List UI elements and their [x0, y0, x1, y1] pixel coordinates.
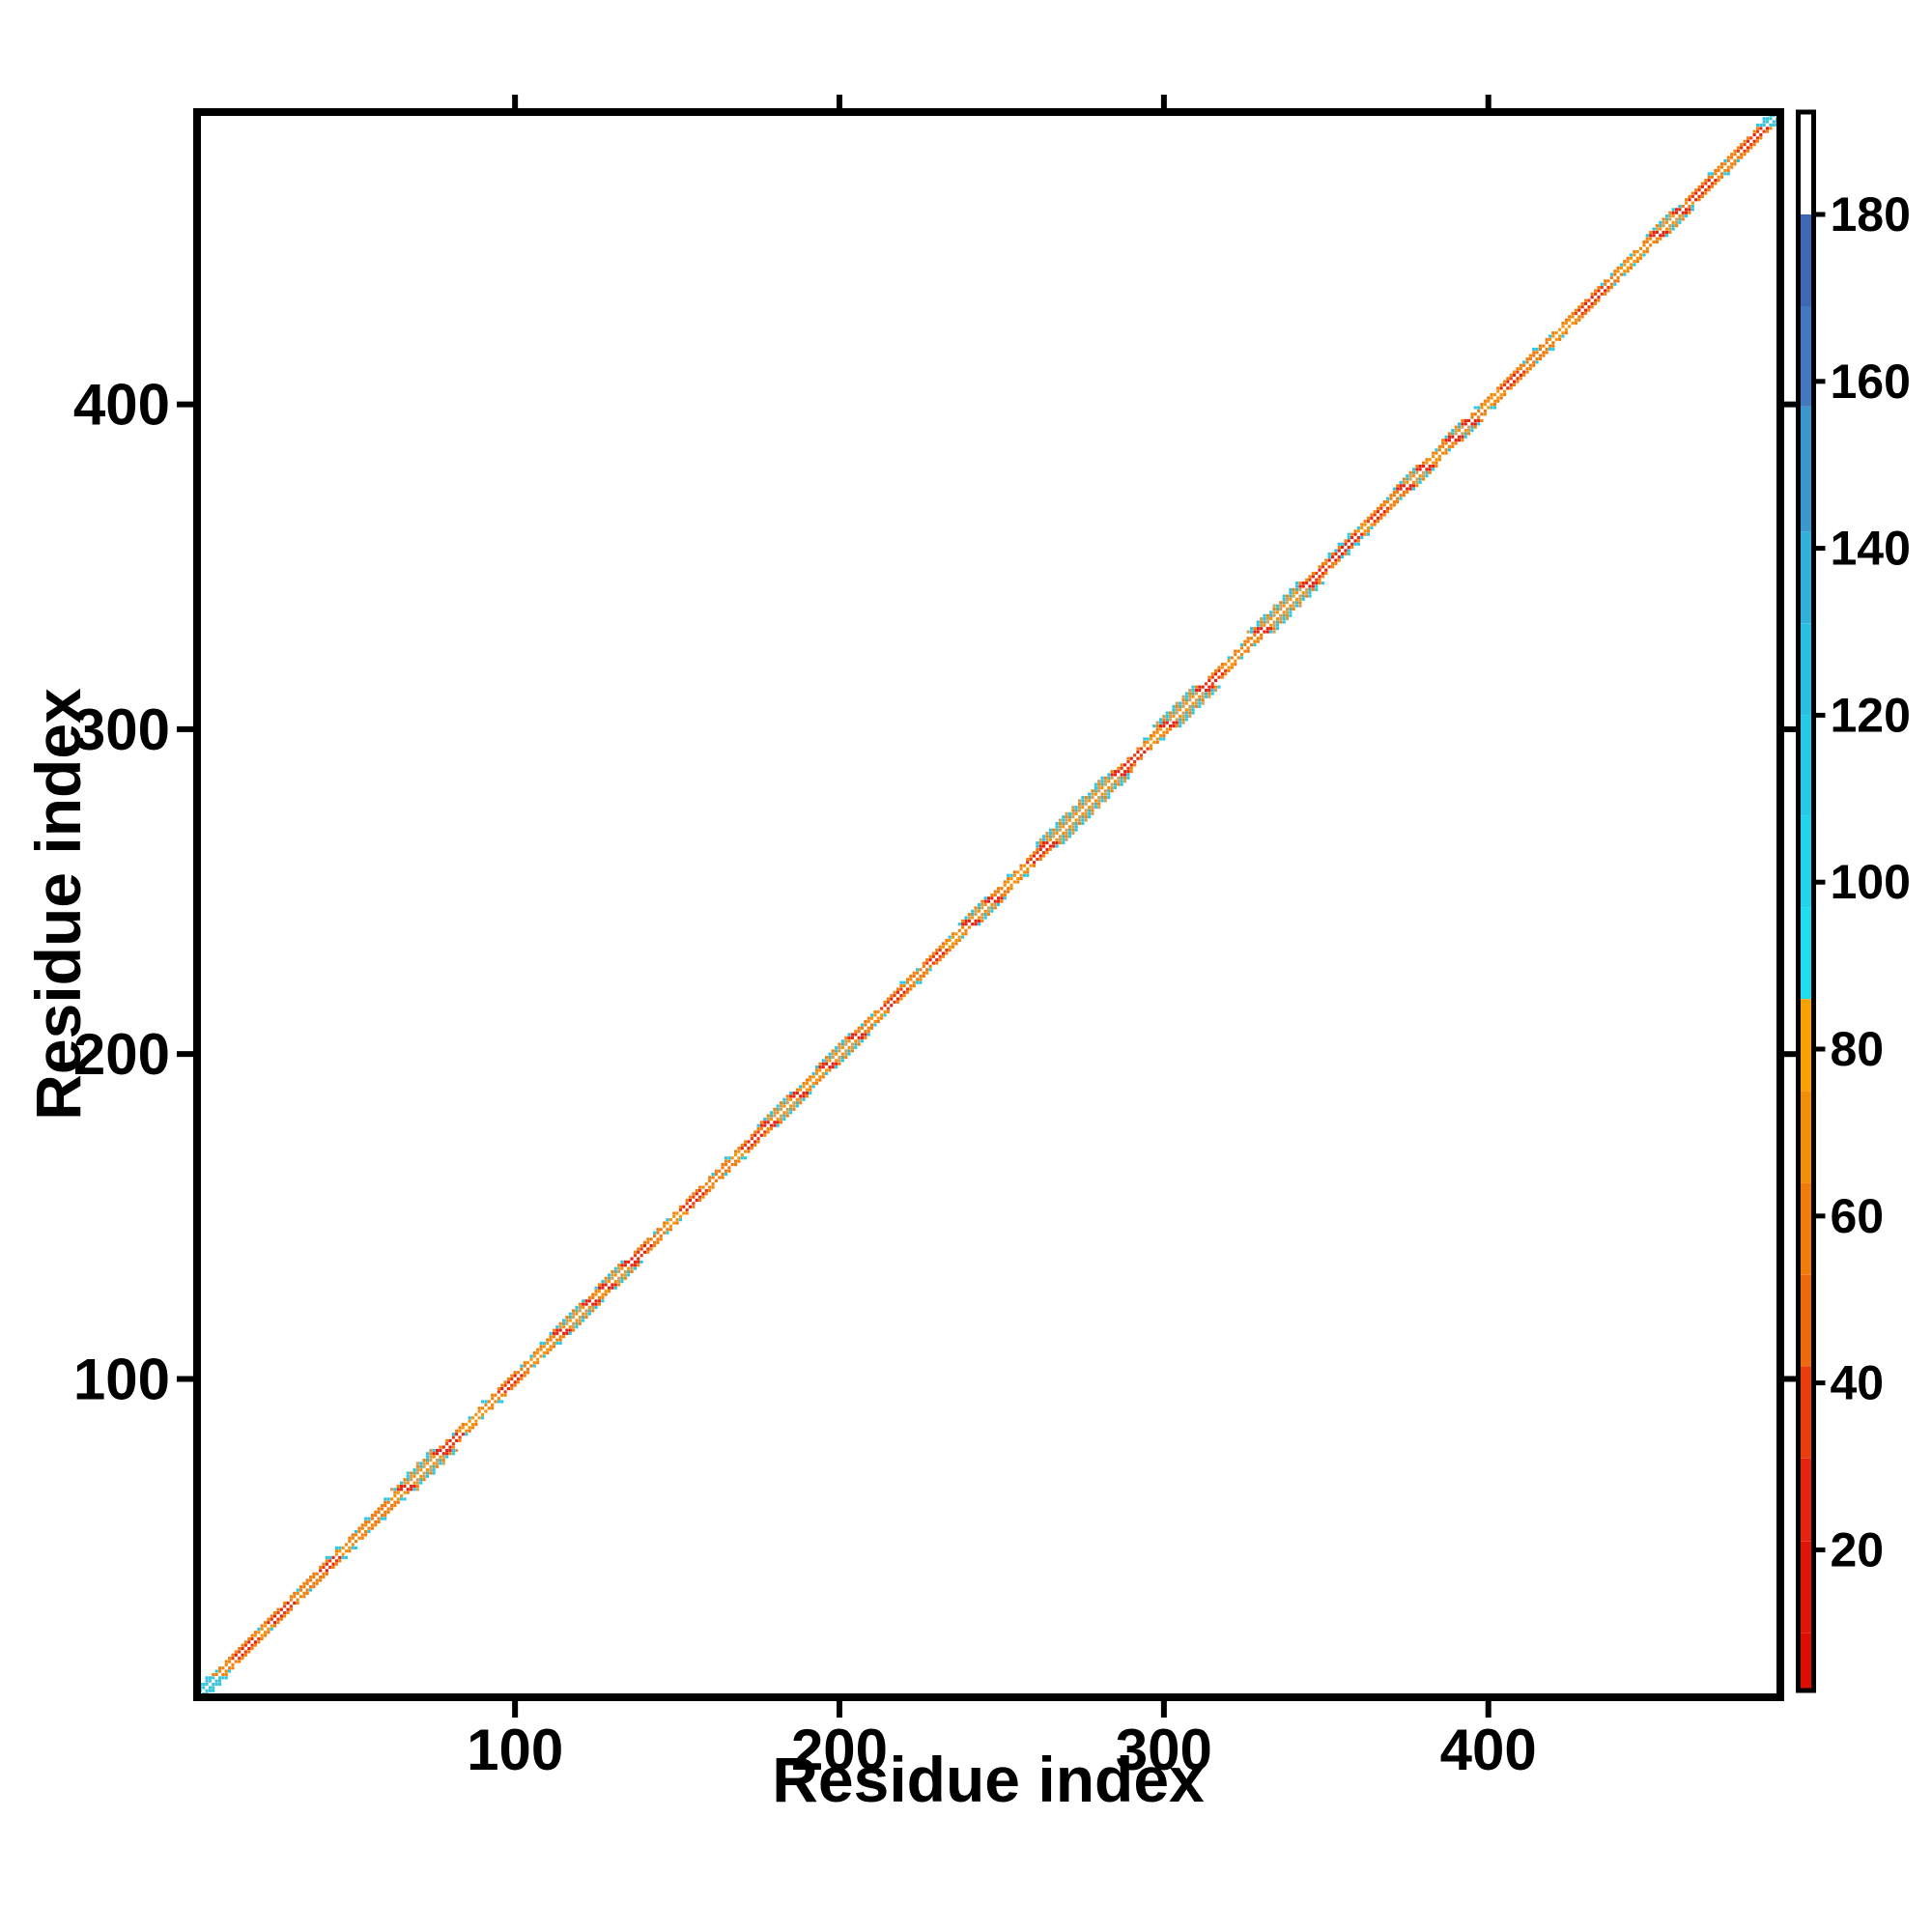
colorbar-band	[1801, 1366, 1811, 1459]
colorbar-band	[1801, 815, 1811, 908]
colorbar-band	[1801, 1182, 1811, 1275]
colorbar-band	[1801, 1633, 1811, 1689]
colorbar-band	[1801, 306, 1811, 407]
colorbar-tick-label: 160	[1831, 355, 1911, 409]
y-tick-label: 400	[73, 373, 170, 438]
colorbar-tick-label: 180	[1831, 187, 1911, 242]
colorbar-band	[1801, 1274, 1811, 1367]
x-tick-label: 200	[791, 1718, 888, 1782]
colorbar-tick-label: 100	[1831, 855, 1911, 909]
axis-ticks	[177, 95, 1798, 1718]
plot-frame	[193, 108, 1784, 1701]
colorbar-band	[1801, 999, 1811, 1092]
colorbar-band	[1801, 1541, 1811, 1634]
y-tick-label: 100	[73, 1347, 170, 1411]
y-tick-label: 200	[73, 1022, 170, 1087]
colorbar-band	[1801, 623, 1811, 716]
y-tick-label: 300	[73, 697, 170, 762]
colorbar-tick-label: 80	[1831, 1022, 1885, 1076]
y-axis-label: Residue index	[22, 688, 94, 1121]
diagonal-heatmap-cells	[195, 110, 1782, 1699]
colorbar-tick-label: 120	[1831, 688, 1911, 742]
plot-border	[193, 108, 1784, 1701]
colorbar-band	[1801, 531, 1811, 624]
x-axis-label: Residue index	[772, 1744, 1205, 1815]
colorbar: 20 40 60 80 100 120 140 160 180	[1796, 109, 1911, 1693]
x-tick-label: 400	[1440, 1718, 1537, 1782]
colorbar-band	[1801, 214, 1811, 306]
colorbar-band	[1801, 1091, 1811, 1183]
x-tick-label: 300	[1116, 1718, 1212, 1782]
colorbar-band	[1801, 406, 1811, 532]
colorbar-tick-label: 20	[1831, 1522, 1885, 1577]
colorbar-band	[1801, 114, 1811, 214]
axis-tick-labels: 100 200 300 400 100 200 300 400	[73, 373, 1537, 1782]
colorbar-band	[1801, 1458, 1811, 1542]
colorbar-tick-label: 60	[1831, 1189, 1885, 1243]
colorbar-band	[1801, 907, 1811, 1000]
colorbar-tick-label: 40	[1831, 1356, 1885, 1410]
colorbar-border	[1796, 109, 1816, 1693]
x-tick-label: 100	[467, 1718, 563, 1782]
colorbar-tick-label: 140	[1831, 522, 1911, 576]
colorbar-band	[1801, 715, 1811, 816]
